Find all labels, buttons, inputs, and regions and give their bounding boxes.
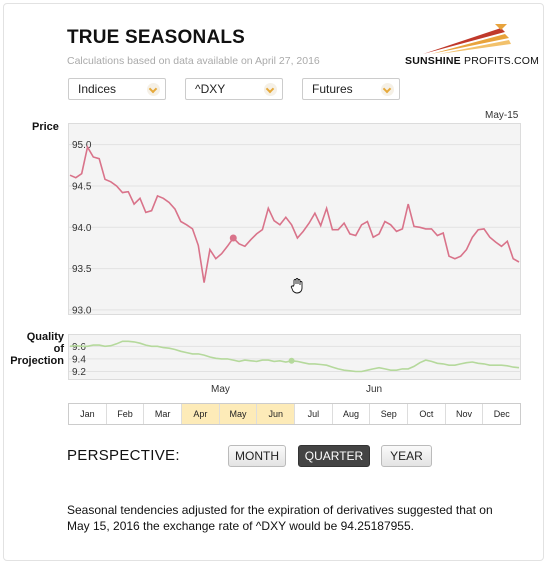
price-highlight-point[interactable] (229, 234, 237, 242)
instrument-type-value: Futures (312, 82, 353, 96)
y-tick-label: 93.5 (72, 264, 92, 275)
quality-chart-svg[interactable]: 9.69.4 9.2 (69, 335, 520, 379)
price-axis-label: Price (32, 121, 59, 133)
logo-wordmark: SUNSHINE PROFITS.COM (405, 55, 539, 67)
price-chart[interactable]: 95.0 94.5 94.0 93.5 93.0 (68, 123, 521, 315)
quality-highlight-point[interactable] (288, 357, 295, 364)
month-may[interactable]: May (219, 404, 258, 424)
chevron-down-icon[interactable] (381, 83, 394, 96)
month-jul[interactable]: Jul (295, 404, 333, 424)
asset-class-dropdown[interactable]: Indices (68, 78, 166, 100)
logo-wordmark-strong: SUNSHINE (405, 55, 461, 67)
calculation-date-note: Calculations based on data available on … (67, 55, 320, 67)
month-apr[interactable]: Apr (182, 404, 220, 424)
y-tick-label: 94.0 (72, 223, 92, 234)
month-feb[interactable]: Feb (107, 404, 145, 424)
hand-cursor-icon (290, 278, 303, 294)
symbol-dropdown[interactable]: ^DXY (185, 78, 283, 100)
symbol-value: ^DXY (195, 82, 226, 96)
month-oct[interactable]: Oct (408, 404, 446, 424)
y-tick-label: 9.6 (72, 342, 86, 353)
quarter-perspective-button[interactable]: QUARTER (298, 445, 370, 467)
y-tick-label: 9.4 (72, 354, 86, 365)
month-dec[interactable]: Dec (493, 409, 510, 419)
price-series-line (69, 144, 520, 283)
selected-date-label: May-15 (485, 110, 519, 121)
sunshine-profits-logo[interactable]: SUNSHINE PROFITS.COM (405, 22, 539, 70)
y-tick-label: 9.2 (72, 367, 86, 378)
logo-wordmark-thin: PROFITS.COM (463, 55, 540, 67)
perspective-label: PERSPECTIVE: (67, 447, 180, 464)
month-mar[interactable]: Mar (144, 404, 183, 424)
y-tick-label: 93.0 (72, 305, 92, 314)
projection-description: Seasonal tendencies adjusted for the exp… (67, 503, 493, 533)
quality-chart[interactable]: 9.6 9.4 9.2 (68, 334, 521, 380)
x-axis-month-may: May (211, 384, 230, 395)
sun-rays-icon (423, 24, 511, 54)
month-aug[interactable]: Aug (333, 404, 371, 424)
y-tick-label: 94.5 (72, 181, 92, 192)
month-sep[interactable]: Sep (370, 404, 409, 424)
month-nov[interactable]: Nov (446, 404, 484, 424)
asset-class-value: Indices (78, 82, 117, 96)
month-jun[interactable]: Jun (257, 404, 296, 424)
x-axis-month-jun: Jun (366, 384, 383, 395)
quality-axis-label: Quality of Projection (10, 331, 64, 367)
y-tick-label: 95.0 (72, 140, 92, 151)
month-jan[interactable]: Jan (69, 404, 107, 424)
price-chart-svg[interactable]: 95.0 94.5 94.0 93.5 93.0 (69, 124, 520, 314)
month-perspective-button[interactable]: MONTH (228, 445, 286, 467)
page-title: TRUE SEASONALS (67, 27, 246, 48)
chevron-down-icon[interactable] (147, 83, 160, 96)
instrument-type-dropdown[interactable]: Futures (302, 78, 400, 100)
quality-label-line1: Quality of (26, 331, 64, 355)
quality-label-line2: Projection (10, 355, 64, 367)
year-perspective-button[interactable]: YEAR (381, 445, 432, 467)
chevron-down-icon[interactable] (264, 83, 277, 96)
month-selector[interactable]: Jan Feb Mar Apr May Jun Jul Aug Sep Oct … (68, 403, 521, 425)
